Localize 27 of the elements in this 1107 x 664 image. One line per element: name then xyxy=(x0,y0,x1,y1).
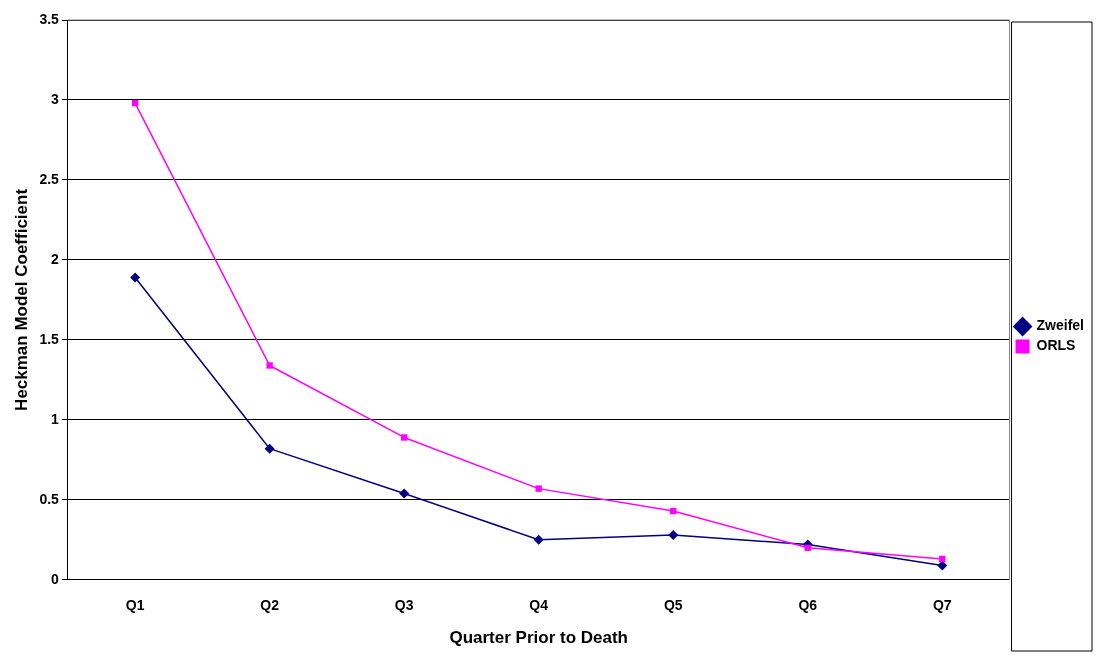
point xyxy=(535,485,542,492)
x-tick-label: Q4 xyxy=(529,597,549,614)
x-tick-label: Q6 xyxy=(798,597,818,614)
x-tick-label: Q3 xyxy=(394,597,414,614)
y-tick-label: 0.5 xyxy=(39,490,60,507)
y-tick-label: 1.5 xyxy=(39,330,60,347)
point xyxy=(533,534,544,545)
y-tick-label: 2 xyxy=(51,250,60,267)
x-tick-label: Q1 xyxy=(125,597,145,614)
y-tick-label: 2.5 xyxy=(39,170,60,187)
y-tick-label: 0 xyxy=(51,570,60,587)
y-axis-title: Heckman Model Coefficient xyxy=(11,188,31,411)
point xyxy=(264,443,275,454)
point xyxy=(401,434,408,441)
x-tick-label: Q2 xyxy=(260,597,280,614)
point xyxy=(399,488,410,499)
x-tick-label: Q5 xyxy=(663,597,683,614)
legend-label: Zweifel xyxy=(1036,317,1085,334)
point xyxy=(668,530,679,541)
y-tick-label: 1 xyxy=(51,410,60,427)
point xyxy=(266,362,273,369)
legend-label: ORLS xyxy=(1036,337,1076,354)
y-tick-label: 3.5 xyxy=(39,10,60,27)
y-tick-label: 3 xyxy=(51,90,60,107)
point xyxy=(130,272,141,283)
x-tick-label: Q7 xyxy=(932,597,952,614)
x-axis-title: Quarter Prior to Death xyxy=(449,628,628,648)
